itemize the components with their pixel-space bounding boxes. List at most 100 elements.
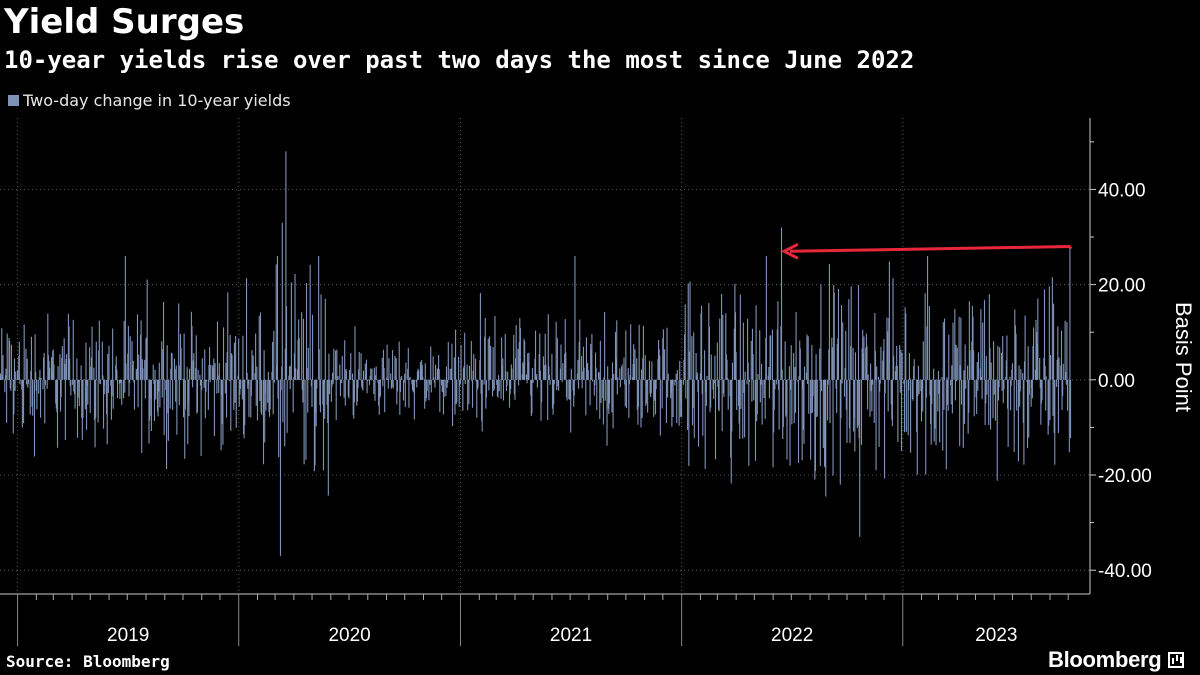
bar: [426, 379, 428, 391]
bar: [471, 379, 473, 382]
bar: [877, 376, 880, 380]
bar: [148, 379, 150, 444]
bar: [411, 379, 413, 385]
bar: [74, 379, 76, 409]
bar: [501, 365, 503, 380]
bar: [468, 365, 471, 380]
bar: [498, 375, 500, 380]
bar: [162, 302, 165, 380]
bar: [810, 379, 812, 414]
bar: [1033, 327, 1035, 380]
bar: [310, 379, 312, 387]
bar: [693, 332, 695, 380]
bar: [988, 294, 990, 380]
bar: [476, 379, 478, 390]
bar: [69, 358, 71, 380]
bar: [293, 377, 295, 380]
bar: [319, 379, 322, 413]
y-axis-title: Basis Point: [1171, 302, 1196, 412]
bar: [322, 379, 324, 405]
bar: [86, 379, 88, 430]
bar: [318, 349, 320, 380]
bar: [241, 379, 243, 400]
bar: [560, 344, 562, 380]
bar: [1045, 376, 1047, 380]
bar: [81, 379, 83, 440]
bar: [599, 379, 601, 419]
bar: [1053, 379, 1055, 433]
bar: [505, 379, 508, 391]
bar: [1, 328, 3, 380]
bar: [294, 273, 296, 380]
bar: [489, 347, 491, 380]
bar: [1050, 354, 1052, 380]
bar: [594, 379, 596, 386]
bar: [479, 292, 481, 380]
bar: [852, 347, 854, 380]
bar: [434, 379, 436, 388]
bar: [678, 379, 680, 426]
bar: [583, 367, 585, 380]
bar: [95, 379, 97, 418]
bar: [1024, 315, 1026, 380]
bar: [883, 379, 886, 479]
bar: [1064, 320, 1066, 380]
bar: [22, 379, 24, 387]
bar: [896, 345, 898, 380]
bar: [752, 354, 754, 380]
bar: [173, 358, 175, 380]
bar: [115, 365, 117, 380]
bar: [734, 283, 736, 380]
bar: [1066, 322, 1068, 380]
bar: [43, 357, 45, 380]
bar: [310, 378, 312, 380]
bar: [744, 379, 746, 438]
bar: [828, 264, 830, 380]
bar: [688, 351, 690, 380]
bar: [33, 379, 36, 457]
bar: [171, 353, 173, 380]
bar: [221, 379, 223, 395]
bar: [220, 379, 222, 451]
bar: [493, 379, 495, 391]
bar: [780, 326, 782, 380]
bar: [973, 350, 975, 380]
bar: [264, 379, 266, 393]
bar: [836, 344, 838, 380]
bar: [769, 335, 771, 380]
bar: [186, 367, 188, 380]
bar: [859, 379, 861, 537]
bar: [999, 347, 1001, 380]
bar: [1013, 379, 1015, 453]
bar: [842, 322, 844, 380]
bar: [702, 379, 704, 436]
bar: [822, 379, 824, 449]
bar: [25, 348, 27, 380]
bar: [959, 365, 961, 380]
bar: [933, 379, 935, 442]
bar: [221, 379, 223, 424]
bar: [765, 337, 767, 380]
bar: [913, 359, 915, 380]
bar: [1005, 360, 1007, 380]
bar: [40, 378, 42, 380]
bar: [802, 379, 804, 390]
bar: [205, 379, 207, 392]
bar: [633, 344, 635, 380]
bar: [195, 368, 197, 380]
bar: [577, 360, 579, 380]
bar: [527, 353, 529, 380]
bar: [408, 379, 410, 408]
bar: [1027, 346, 1029, 380]
bar: [250, 379, 252, 418]
bar: [904, 307, 906, 380]
y-tick-label: -40.00: [1098, 561, 1152, 582]
bar: [311, 379, 313, 407]
bar: [485, 379, 487, 409]
bar: [395, 358, 397, 380]
bar: [998, 379, 1000, 388]
bar: [586, 363, 588, 380]
bar: [289, 366, 291, 380]
bar: [367, 379, 369, 382]
bar: [564, 353, 566, 380]
